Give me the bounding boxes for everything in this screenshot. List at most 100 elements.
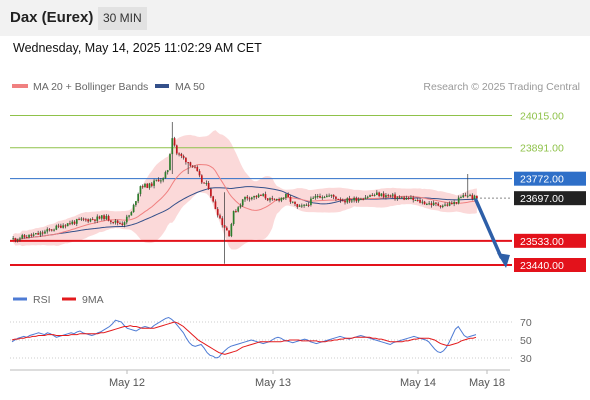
candle-43 [110, 220, 112, 225]
x-axis: May 12 May 13 May 14 May 18 [109, 370, 505, 389]
candle-3 [19, 236, 21, 242]
candle-108 [257, 193, 260, 198]
candle-120 [285, 193, 287, 200]
candle-57 [141, 184, 144, 189]
candle-170 [398, 195, 401, 199]
candle-196 [457, 195, 460, 205]
candle-163 [382, 191, 385, 199]
candle-53 [132, 203, 135, 213]
candle-184 [430, 201, 433, 208]
candle-66 [162, 177, 165, 183]
candle-115 [273, 198, 276, 201]
candle-29 [78, 217, 80, 221]
candle-145 [341, 198, 344, 202]
candle-103 [246, 195, 249, 201]
candle-61 [150, 181, 153, 188]
candle-154 [362, 197, 365, 201]
candle-141 [332, 194, 335, 200]
candle-2 [16, 238, 19, 243]
candle-27 [73, 220, 76, 225]
candle-176 [412, 195, 415, 203]
candle-42 [107, 214, 110, 222]
candle-204 [476, 195, 478, 200]
candle-76 [185, 157, 187, 165]
candle-171 [400, 196, 403, 199]
rsi-ma-line [11, 321, 477, 355]
candle-161 [378, 191, 380, 198]
candle-68 [166, 169, 169, 175]
candle-18 [53, 228, 55, 232]
candle-23 [64, 224, 67, 229]
candle-24 [66, 223, 69, 227]
candle-26 [71, 219, 74, 226]
rsi-legend-label: RSI [33, 294, 51, 306]
candle-109 [260, 194, 262, 196]
candle-39 [100, 215, 103, 221]
candle-136 [321, 195, 324, 200]
candle-174 [407, 196, 410, 200]
candle-118 [280, 197, 283, 203]
candle-22 [62, 223, 64, 229]
candle-30 [80, 217, 83, 222]
candle-148 [348, 195, 351, 204]
price-tag-bg-4 [514, 233, 586, 248]
candle-194 [453, 199, 455, 207]
candle-168 [394, 192, 396, 201]
chart-header: Dax (Eurex) 30 MIN [0, 0, 590, 36]
candle-6 [25, 234, 28, 239]
candle-58 [144, 183, 146, 188]
candle-52 [130, 211, 133, 216]
candle-129 [305, 203, 308, 206]
candle-102 [244, 196, 246, 202]
candle-113 [269, 197, 271, 203]
candle-137 [323, 195, 326, 199]
candle-169 [396, 196, 399, 201]
candle-78 [189, 161, 192, 167]
candle-97 [232, 210, 235, 226]
candle-122 [289, 195, 292, 204]
candle-11 [37, 230, 39, 235]
candle-177 [414, 199, 417, 201]
candle-15 [46, 227, 49, 234]
timeframe-badge[interactable]: 30 MIN [98, 7, 147, 30]
candle-25 [69, 220, 71, 226]
candle-69 [169, 153, 171, 171]
candle-1 [14, 237, 17, 243]
candle-121 [287, 192, 290, 198]
candle-193 [451, 200, 453, 205]
candle-12 [39, 230, 42, 237]
price-tags: 24015.00 23891.00 23772.00 23697.00 23533.00… [514, 111, 586, 272]
candle-201 [469, 193, 471, 197]
candle-195 [455, 202, 458, 205]
candle-79 [191, 165, 194, 168]
candle-127 [300, 203, 303, 208]
candle-71 [173, 136, 176, 147]
candle-203 [473, 194, 476, 200]
candle-55 [137, 192, 140, 204]
candle-101 [241, 198, 244, 208]
candle-88 [212, 195, 215, 203]
credit-text: Research © 2025 Trading Central [423, 81, 580, 93]
candle-114 [271, 195, 274, 201]
candle-83 [200, 174, 203, 184]
candle-173 [405, 195, 408, 200]
candle-4 [21, 233, 24, 240]
candle-17 [50, 228, 53, 232]
candle-153 [360, 197, 362, 201]
candle-7 [28, 234, 30, 239]
candle-190 [444, 202, 446, 207]
candle-89 [214, 199, 217, 210]
candle-63 [155, 179, 158, 182]
candle-132 [312, 196, 315, 199]
candle-197 [460, 195, 462, 199]
candle-44 [112, 221, 115, 225]
candle-98 [235, 209, 237, 213]
x-tick-label-0: May 12 [109, 377, 145, 389]
rsi-level-label-1: 50 [520, 335, 532, 347]
candle-185 [432, 200, 435, 206]
candle-31 [82, 217, 85, 222]
candle-41 [105, 214, 108, 221]
candle-75 [182, 154, 185, 160]
candle-180 [421, 199, 424, 205]
candle-126 [298, 204, 301, 207]
